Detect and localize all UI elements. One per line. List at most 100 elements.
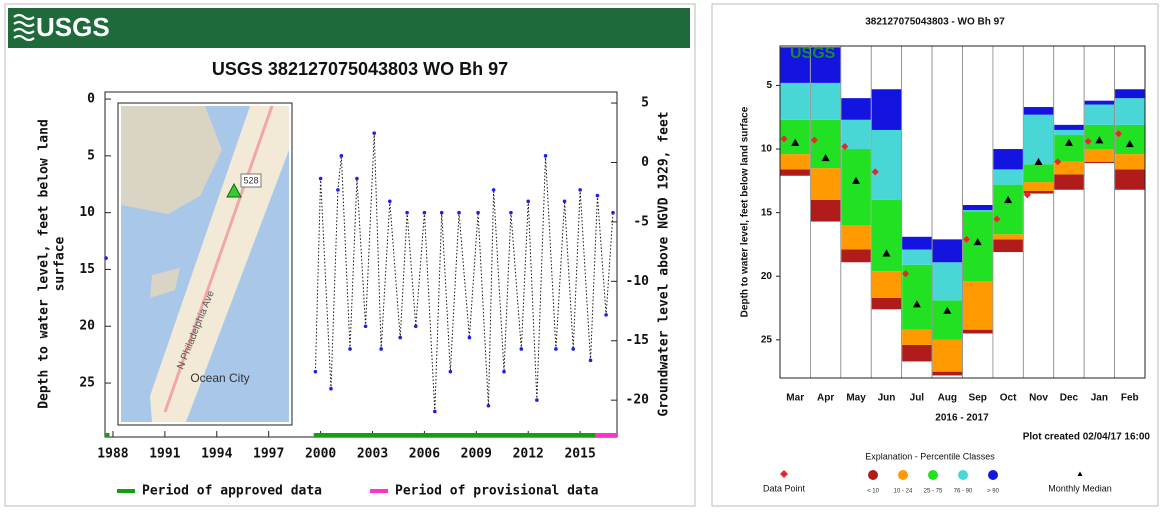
data-point bbox=[340, 154, 344, 158]
x-tick-label: Jan bbox=[1091, 393, 1108, 404]
x-tick-label: May bbox=[846, 393, 866, 404]
data-point bbox=[502, 370, 506, 374]
x-tick-label: Dec bbox=[1060, 393, 1079, 404]
y2-axis-title: Groundwater level above NGVD 1929, feet bbox=[657, 111, 672, 416]
y-tick-label: 15 bbox=[761, 207, 773, 218]
percentile-box bbox=[1085, 101, 1114, 105]
month-column bbox=[1084, 46, 1114, 378]
data-point bbox=[355, 177, 359, 181]
page-canvas: USGS USGS 382127075043803 WO Bh 97 Depth… bbox=[0, 0, 1163, 510]
y2-tick-label: 0 bbox=[641, 155, 649, 170]
data-point bbox=[544, 154, 548, 158]
data-point bbox=[104, 256, 108, 260]
percentile-box bbox=[933, 239, 962, 262]
percentile-box bbox=[781, 83, 810, 120]
map-inset: 528 N Philadelphia Ave Ocean City bbox=[118, 103, 292, 425]
percentile-box bbox=[841, 98, 870, 120]
data-point bbox=[487, 404, 491, 408]
percentile-box bbox=[963, 281, 992, 329]
y-tick-label: 25 bbox=[79, 376, 95, 391]
percentile-box bbox=[902, 237, 931, 250]
y2-tick-label: 5 bbox=[641, 96, 649, 111]
percentile-box bbox=[872, 298, 901, 309]
percentile-box bbox=[841, 250, 870, 263]
period-bar bbox=[105, 433, 109, 437]
data-point bbox=[468, 336, 472, 340]
x-tick-label: Nov bbox=[1029, 393, 1048, 404]
percentile-box bbox=[811, 200, 840, 222]
data-point bbox=[611, 211, 615, 215]
data-point bbox=[509, 211, 513, 215]
percentile-box bbox=[963, 210, 992, 211]
legend-swatch bbox=[898, 470, 908, 480]
data-point bbox=[440, 211, 444, 215]
percentile-box bbox=[781, 154, 810, 169]
percentile-box bbox=[993, 239, 1022, 252]
data-point bbox=[535, 398, 539, 402]
data-point bbox=[526, 199, 530, 203]
legend-swatch bbox=[928, 470, 938, 480]
x-tick-label: 2006 bbox=[409, 447, 440, 462]
data-point bbox=[336, 188, 340, 192]
data-point bbox=[604, 313, 608, 317]
legend-label: 76 - 90 bbox=[954, 489, 973, 495]
percentile-box bbox=[1115, 154, 1144, 169]
percentile-box bbox=[933, 262, 962, 300]
month-column bbox=[1023, 46, 1053, 378]
map-label: 528 bbox=[243, 175, 258, 185]
y-axis-title: Depth to water level, feet below land su… bbox=[740, 106, 751, 317]
percentile-box bbox=[841, 149, 870, 225]
data-point bbox=[554, 347, 558, 351]
percentile-box bbox=[993, 234, 1022, 239]
percentile-box bbox=[872, 271, 901, 298]
y-tick-label: 0 bbox=[87, 92, 95, 107]
percentile-box bbox=[872, 130, 901, 200]
x-tick-label: Apr bbox=[817, 393, 834, 404]
data-point bbox=[571, 347, 575, 351]
x-axis-title: 2016 - 2017 bbox=[935, 413, 989, 424]
y-axis-title: Depth to water level, feet below land bbox=[37, 119, 52, 409]
x-tick-label: 2009 bbox=[461, 447, 492, 462]
legend-label: Data Point bbox=[763, 483, 806, 493]
percentile-box bbox=[811, 168, 840, 200]
data-point bbox=[314, 370, 318, 374]
data-point bbox=[423, 211, 427, 215]
data-point bbox=[329, 387, 333, 391]
y-tick-label: 20 bbox=[79, 319, 95, 334]
x-tick-label: Mar bbox=[786, 393, 804, 404]
percentile-box bbox=[1024, 164, 1053, 182]
x-tick-label: Jun bbox=[878, 393, 896, 404]
percentile-box bbox=[933, 300, 962, 339]
percentile-box bbox=[993, 169, 1022, 184]
legend-label: < 10 bbox=[867, 489, 880, 495]
percentile-box bbox=[963, 330, 992, 334]
legend-label: > 90 bbox=[987, 489, 1000, 495]
percentile-box bbox=[993, 149, 1022, 169]
data-point bbox=[492, 188, 496, 192]
data-point bbox=[319, 177, 323, 181]
data-point bbox=[405, 211, 409, 215]
data-point bbox=[372, 131, 376, 135]
plot-note: Plot created 02/04/17 16:00 bbox=[1023, 432, 1151, 443]
month-column bbox=[1054, 46, 1084, 378]
y-tick-label: 5 bbox=[766, 80, 772, 91]
percentile-box bbox=[963, 211, 992, 281]
x-tick-label: Feb bbox=[1121, 393, 1139, 404]
legend-label: Period of approved data bbox=[142, 484, 322, 499]
percentile-box bbox=[1115, 125, 1144, 154]
data-point bbox=[476, 211, 480, 215]
data-point bbox=[348, 347, 352, 351]
percentile-box bbox=[1115, 169, 1144, 189]
data-point bbox=[578, 188, 582, 192]
watermark: USGS bbox=[790, 45, 836, 62]
y-tick-label: 15 bbox=[79, 262, 95, 277]
x-tick-label: Sep bbox=[969, 393, 987, 404]
x-tick-label: 1991 bbox=[149, 447, 180, 462]
data-point bbox=[398, 336, 402, 340]
percentile-box bbox=[1024, 115, 1053, 165]
legend-label: 10 - 24 bbox=[894, 489, 913, 495]
legend-swatch bbox=[958, 470, 968, 480]
y-tick-label: 10 bbox=[761, 144, 773, 155]
y2-tick-label: -20 bbox=[626, 393, 650, 408]
x-tick-label: 2015 bbox=[564, 447, 595, 462]
